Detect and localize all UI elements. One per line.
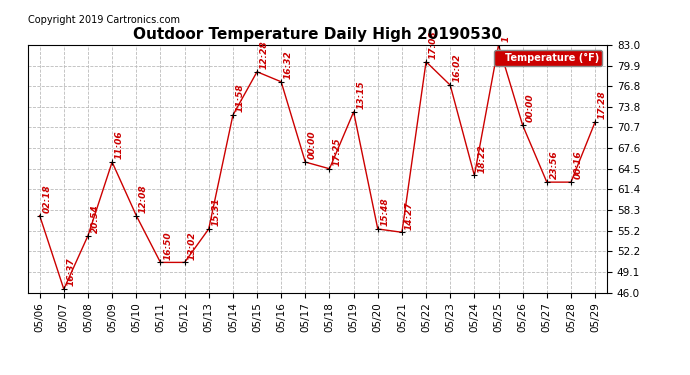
Title: Outdoor Temperature Daily High 20190530: Outdoor Temperature Daily High 20190530 — [133, 27, 502, 42]
Text: 02:18: 02:18 — [43, 184, 52, 213]
Text: 18:22: 18:22 — [477, 144, 486, 172]
Text: 16:02: 16:02 — [453, 54, 462, 82]
Text: 16:32: 16:32 — [284, 50, 293, 79]
Text: 16:50: 16:50 — [164, 231, 172, 260]
Text: 12:08: 12:08 — [139, 184, 148, 213]
Text: 15:48: 15:48 — [381, 198, 390, 226]
Text: 13:02: 13:02 — [188, 231, 197, 260]
Text: 12:28: 12:28 — [260, 40, 269, 69]
Text: Copyright 2019 Cartronics.com: Copyright 2019 Cartronics.com — [28, 15, 179, 25]
Text: 15:31: 15:31 — [212, 198, 221, 226]
Text: 17:08: 17:08 — [429, 30, 438, 59]
Text: 00:16: 00:16 — [574, 151, 583, 179]
Text: 23:56: 23:56 — [550, 151, 559, 179]
Text: 14:27: 14:27 — [405, 201, 414, 229]
Text: 16:37: 16:37 — [67, 258, 76, 286]
Text: 20:54: 20:54 — [91, 204, 100, 233]
Text: 17:25: 17:25 — [333, 137, 342, 166]
Text: 11:06: 11:06 — [115, 130, 124, 159]
Legend: Temperature (°F): Temperature (°F) — [495, 50, 602, 66]
Text: 00:00: 00:00 — [526, 94, 535, 123]
Text: 1: 1 — [502, 36, 511, 42]
Text: 11:58: 11:58 — [236, 84, 245, 112]
Text: 00:00: 00:00 — [308, 130, 317, 159]
Text: 17:28: 17:28 — [598, 90, 607, 119]
Text: 13:15: 13:15 — [357, 81, 366, 109]
